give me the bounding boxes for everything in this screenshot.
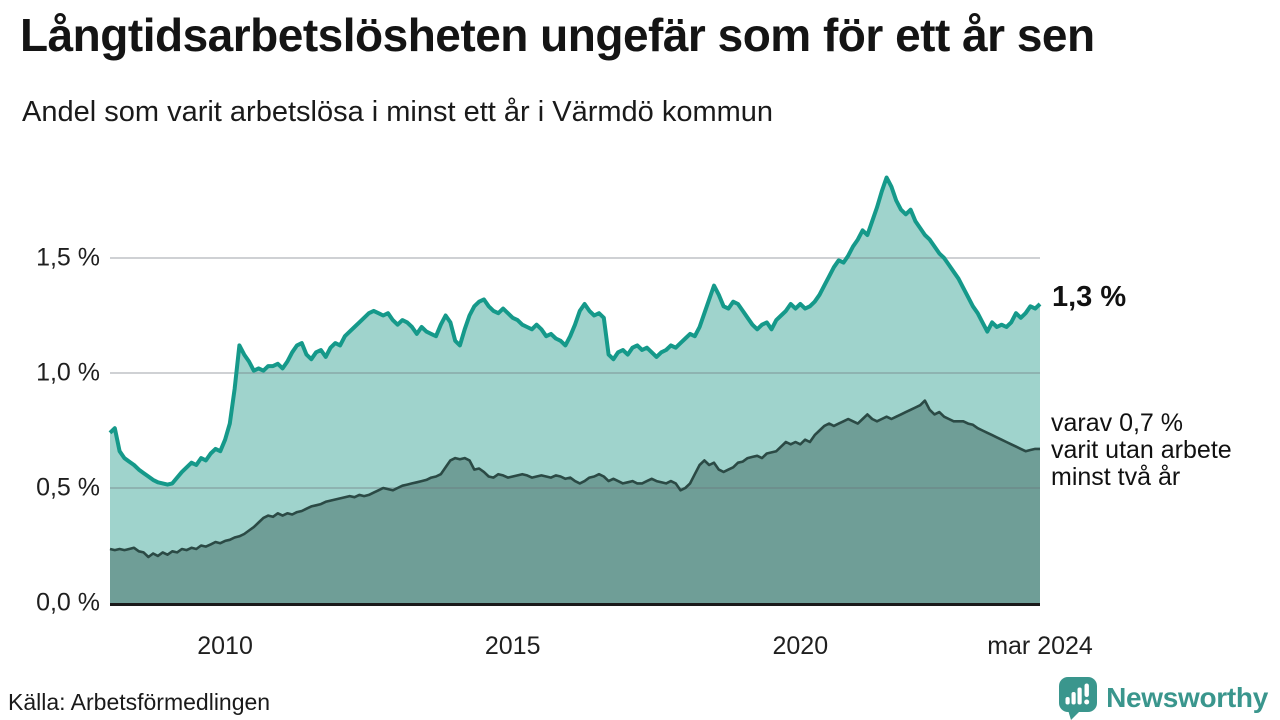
line-two-year bbox=[109, 399, 1040, 559]
chart-subtitle: Andel som varit arbetslösa i minst ett å… bbox=[22, 96, 774, 128]
chart-title: Långtidsarbetslösheten ungefär som för e… bbox=[20, 9, 1095, 61]
newsworthy-logo-icon bbox=[1059, 677, 1098, 720]
x-tick-label: mar 2024 bbox=[987, 632, 1093, 660]
x-tick-label: 2020 bbox=[772, 632, 829, 660]
x-tick-label: 2010 bbox=[197, 632, 253, 660]
y-tick-label: 1,5 % bbox=[36, 243, 100, 272]
end-value-label-subseries: varav 0,7 % varit utan arbete minst två år bbox=[1051, 410, 1232, 491]
annotation-line: varav 0,7 % bbox=[1051, 409, 1184, 437]
annotation-line: varit utan arbete bbox=[1051, 436, 1232, 464]
line-total bbox=[108, 175, 1042, 487]
annotation-line: minst två år bbox=[1051, 463, 1181, 491]
x-tick-label: 2015 bbox=[484, 632, 541, 660]
area-two-year bbox=[110, 400, 1040, 603]
y-tick-label: 0,0 % bbox=[36, 588, 100, 617]
y-tick-label: 1,0 % bbox=[36, 358, 100, 387]
newsworthy-logo-text: Newsworthy bbox=[1106, 682, 1268, 713]
end-value-label-total: 1,3 % bbox=[1052, 281, 1127, 313]
y-tick-label: 0,5 % bbox=[36, 473, 100, 502]
source-credit: Källa: Arbetsförmedlingen bbox=[8, 689, 271, 715]
newsworthy-logo: Newsworthy bbox=[1058, 676, 1268, 720]
